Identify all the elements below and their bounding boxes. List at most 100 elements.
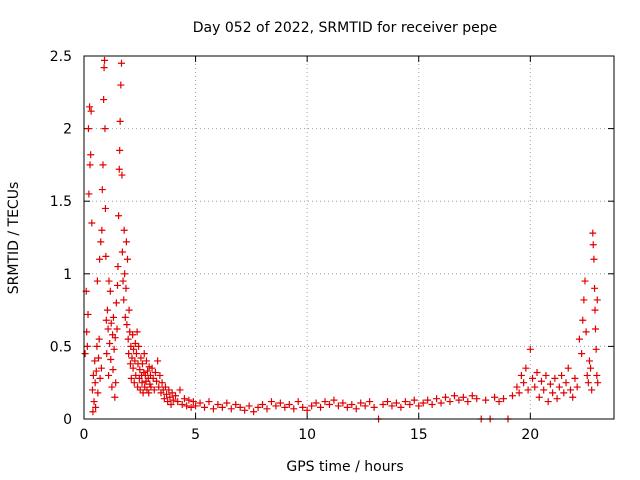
y-tick-label: 2.5 xyxy=(50,49,72,65)
data-point xyxy=(97,238,105,246)
data-point xyxy=(133,328,141,336)
data-point xyxy=(117,59,125,67)
data-point xyxy=(124,255,132,263)
data-point xyxy=(119,277,127,285)
data-point xyxy=(558,371,566,379)
x-tick-label: 5 xyxy=(191,427,200,443)
data-point xyxy=(176,386,184,394)
data-point xyxy=(308,402,316,410)
data-point xyxy=(101,56,109,64)
data-point xyxy=(571,374,579,382)
data-point xyxy=(401,398,409,406)
data-point xyxy=(410,396,418,404)
data-point xyxy=(118,171,126,179)
data-point xyxy=(383,398,391,406)
data-point xyxy=(196,399,204,407)
data-point xyxy=(95,335,103,343)
data-point xyxy=(127,374,135,382)
data-point xyxy=(110,345,118,353)
data-point xyxy=(585,357,593,365)
data-point xyxy=(100,96,108,104)
data-point xyxy=(103,350,111,358)
data-point xyxy=(562,379,570,387)
data-point xyxy=(370,403,378,411)
data-point xyxy=(112,299,120,307)
data-point xyxy=(137,354,145,362)
data-point xyxy=(178,400,186,408)
grid xyxy=(84,56,614,419)
data-point xyxy=(130,379,138,387)
data-point xyxy=(118,248,126,256)
y-tick-label: 2 xyxy=(63,122,72,138)
data-point xyxy=(148,364,156,372)
data-point xyxy=(546,380,554,388)
data-point xyxy=(259,400,267,408)
data-point xyxy=(89,371,97,379)
chart-title: Day 052 of 2022, SRMTID for receiver pep… xyxy=(193,20,497,36)
data-point xyxy=(569,393,577,401)
data-point xyxy=(156,371,164,379)
data-point xyxy=(584,379,592,387)
data-point xyxy=(526,345,534,353)
data-point xyxy=(564,364,572,372)
data-point xyxy=(531,383,539,391)
data-point xyxy=(566,386,574,394)
data-point xyxy=(589,229,597,237)
data-point xyxy=(241,406,249,414)
data-point xyxy=(468,392,476,400)
data-point xyxy=(321,398,329,406)
y-tick-label: 1.5 xyxy=(50,194,72,210)
data-point xyxy=(174,398,182,406)
data-point xyxy=(473,395,481,403)
data-point xyxy=(299,403,307,411)
data-point xyxy=(267,398,275,406)
data-point xyxy=(551,374,559,382)
data-point xyxy=(88,219,96,227)
data-point xyxy=(348,400,356,408)
data-point xyxy=(122,238,130,246)
data-point xyxy=(290,405,298,413)
data-point xyxy=(129,331,137,339)
data-point xyxy=(102,316,110,324)
data-point xyxy=(113,325,121,333)
data-point xyxy=(591,306,599,314)
data-point xyxy=(392,399,400,407)
data-point xyxy=(121,270,129,278)
data-point xyxy=(84,310,92,318)
data-point xyxy=(482,396,490,404)
data-point xyxy=(98,186,106,194)
data-point xyxy=(529,374,537,382)
data-point xyxy=(85,190,93,198)
data-point xyxy=(83,342,91,350)
data-point xyxy=(272,402,280,410)
data-point xyxy=(549,389,557,397)
tick-labels: 0 5 10 15 20 0 0.5 1 1.5 2 2.5 xyxy=(50,49,539,443)
data-point xyxy=(140,350,148,358)
data-point xyxy=(450,392,458,400)
data-point xyxy=(180,395,188,403)
data-point xyxy=(145,389,153,397)
data-point xyxy=(491,393,499,401)
data-point xyxy=(303,406,311,414)
data-point xyxy=(89,408,97,416)
data-point xyxy=(415,402,423,410)
x-tick-label: 10 xyxy=(298,427,316,443)
data-point xyxy=(155,383,163,391)
data-point xyxy=(276,399,284,407)
data-point xyxy=(121,313,129,321)
data-point xyxy=(317,403,325,411)
x-tick-label: 0 xyxy=(80,427,89,443)
data-point xyxy=(120,296,128,304)
data-point xyxy=(587,364,595,372)
data-point xyxy=(187,403,195,411)
data-point xyxy=(464,398,472,406)
data-point xyxy=(555,383,563,391)
data-point xyxy=(138,379,146,387)
data-point xyxy=(455,396,463,404)
data-point xyxy=(397,403,405,411)
data-point xyxy=(236,403,244,411)
data-point xyxy=(106,287,114,295)
data-point xyxy=(92,367,100,375)
